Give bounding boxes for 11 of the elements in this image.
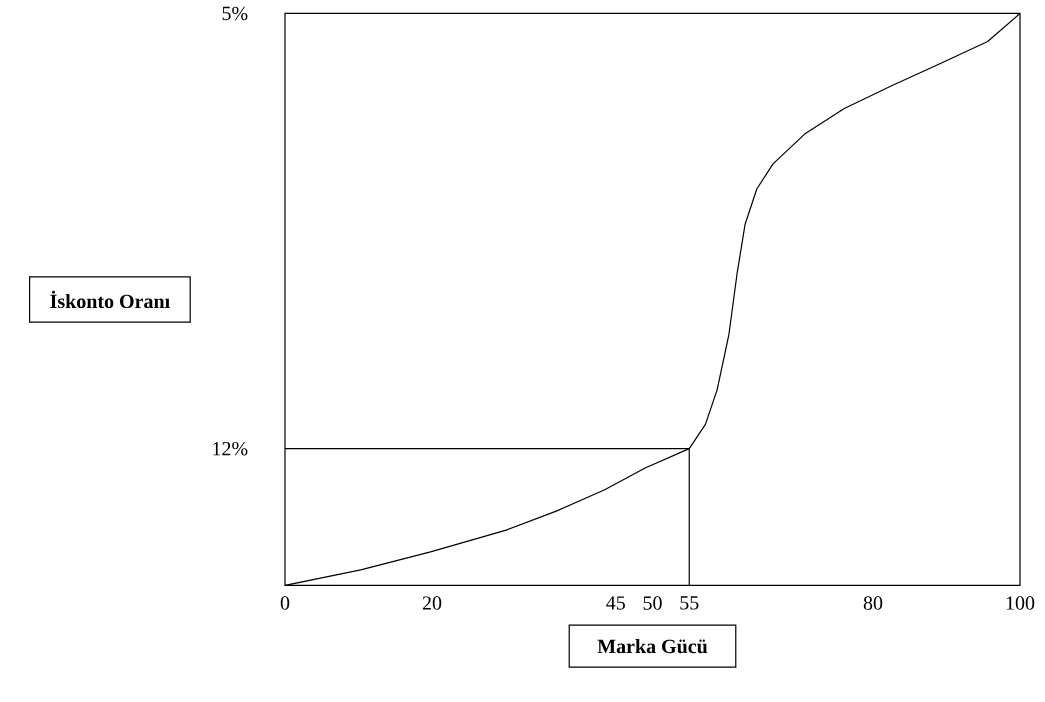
y-tick-label: 5% [222,6,248,21]
x-tick-label: 55 [680,596,699,610]
y-axis-title: İskonto Oranı [50,290,170,308]
x-tick-label: 80 [863,596,883,610]
x-axis-title: Marka Gücü [597,638,708,653]
x-tick-label: 100 [1006,596,1035,610]
x-tick-label: 50 [643,596,662,610]
x-tick-label: 45 [606,596,625,610]
x-tick-label: 20 [422,596,442,610]
y-tick-label: 12% [213,441,248,456]
x-tick-label: 0 [280,596,290,610]
